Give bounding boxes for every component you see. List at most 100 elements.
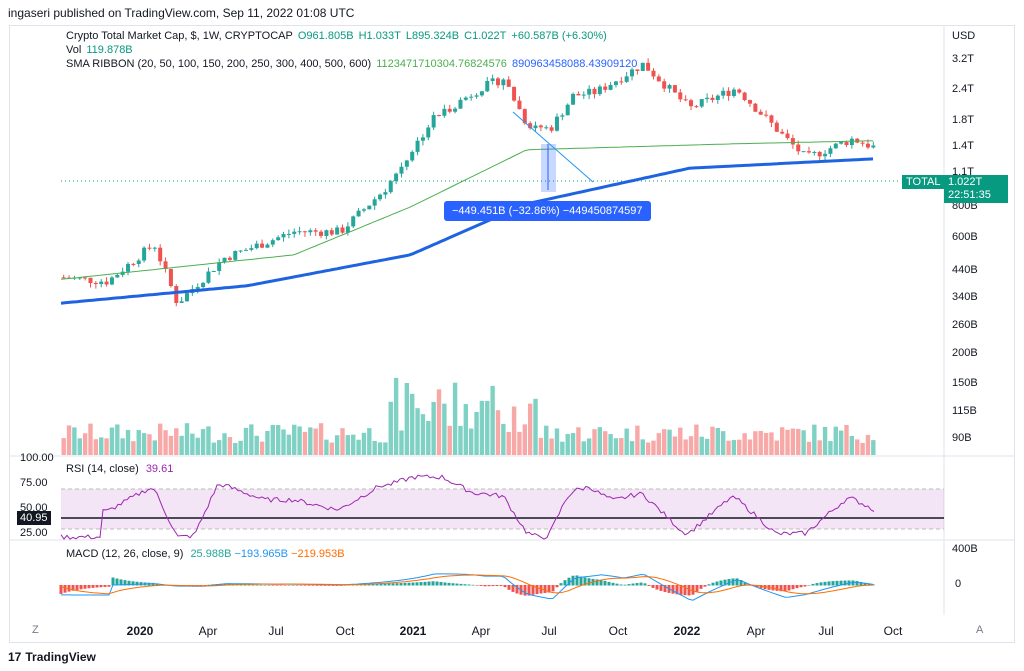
time-tick: Oct [335,624,355,638]
macd-histogram-bar [319,585,323,586]
volume-bar [463,404,469,455]
volume-bar [211,442,217,455]
symbol-legend[interactable]: Crypto Total Market Cap, $, 1W, CRYPTOCA… [66,30,609,42]
candle-body [367,205,372,210]
volume-bar [554,428,560,455]
macd-histogram-bar [711,582,715,586]
volume-bar [581,441,586,455]
candle-body [538,125,543,128]
candle-body [624,76,629,82]
macd-histogram-bar [427,581,431,586]
macd-histogram-bar [687,585,691,596]
macd-histogram-bar [827,581,831,586]
macd-histogram-bar [719,580,723,586]
volume-bar [651,440,656,455]
candle-body [211,270,216,272]
candle-body [522,109,527,124]
macd-histogram-bar [871,584,875,586]
macd-histogram-bar [447,582,451,586]
macd-histogram-bar [435,581,439,586]
price-tick: 340B [952,291,978,303]
rsi-legend[interactable]: RSI (14, close) 39.61 [66,463,173,475]
candle-body [410,151,415,161]
volume-bar [801,430,806,455]
macd-histogram-bar [791,585,795,590]
volume-bar [313,428,318,455]
volume-bar [431,401,436,455]
candle-body [281,234,286,238]
log-scale-toggle[interactable]: Z [32,624,39,636]
macd-legend[interactable]: MACD (12, 26, close, 9) 25.988B −193.965… [66,548,345,560]
candle-body [168,268,173,287]
macd-histogram-bar [715,581,719,586]
candle-body [469,96,474,98]
macd-histogram-bar [607,581,611,586]
macd-histogram-bar [523,585,527,596]
macd-histogram-bar [255,584,259,586]
rsi-band [61,489,944,529]
volume-bar [560,441,565,455]
candle-body [533,125,538,129]
candle-body [554,116,559,131]
time-tick: Jul [818,624,834,638]
macd-histogram-bar [779,585,783,592]
candle-body [812,151,817,153]
candle-body [104,281,109,285]
candle-body [833,143,838,149]
volume-bar [174,428,179,455]
macd-histogram-bar [803,585,807,587]
macd-histogram-bar [863,582,867,586]
volume-bar [812,424,817,455]
candle-body [394,173,399,182]
volume-bar [292,424,297,455]
candle-body [372,199,377,206]
candle-body [351,216,356,227]
auto-scale-toggle[interactable]: A [976,624,984,636]
candle-body [109,277,114,285]
candle-body [796,144,801,152]
macd-histogram-bar [503,585,507,588]
volume-bar [152,440,158,455]
volume-bar [592,429,597,455]
macd-histogram-bar [651,585,655,588]
macd-histogram-bar [755,585,759,588]
macd-histogram-bar [111,577,115,586]
open-value: O961.805B [297,30,354,42]
macd-histogram-bar [107,585,111,587]
sma-value-2: 890963458088.43909120 [512,58,638,70]
macd-histogram-bar [511,585,515,592]
volume-bar [340,428,345,455]
macd-histogram-bar [483,585,487,587]
macd-histogram-bar [599,579,603,586]
macd-histogram-bar [103,585,107,587]
macd-histogram-bar [379,583,383,586]
macd-histogram-bar [487,585,491,587]
candle-body [742,92,747,101]
candle-body [88,277,93,284]
volume-bar [586,438,592,455]
candle-body [699,99,704,107]
macd-histogram-bar [459,583,463,586]
macd-histogram-bar [671,585,675,594]
candle-body [849,138,854,146]
volume-bar [855,439,860,455]
volume-legend[interactable]: Vol 119.878B [66,44,135,56]
macd-histogram-bar [155,583,159,586]
volume-bar [763,432,769,455]
rsi-line [60,474,875,540]
macd-histogram-bar [455,583,459,586]
volume-bar [720,431,726,455]
macd-histogram-bar [515,585,519,594]
macd-histogram-bar [223,583,227,586]
candle-body [340,227,345,233]
volume-bar [184,423,190,455]
candle-body [324,230,329,236]
sma-legend[interactable]: SMA RIBBON (20, 50, 100, 150, 200, 250, … [66,58,639,70]
candle-body [335,227,340,235]
macd-histogram-bar [431,581,435,586]
volume-bar [629,441,635,455]
candle-body [206,271,211,283]
macd-histogram-bar [247,584,251,586]
macd-histogram-bar [359,584,363,586]
